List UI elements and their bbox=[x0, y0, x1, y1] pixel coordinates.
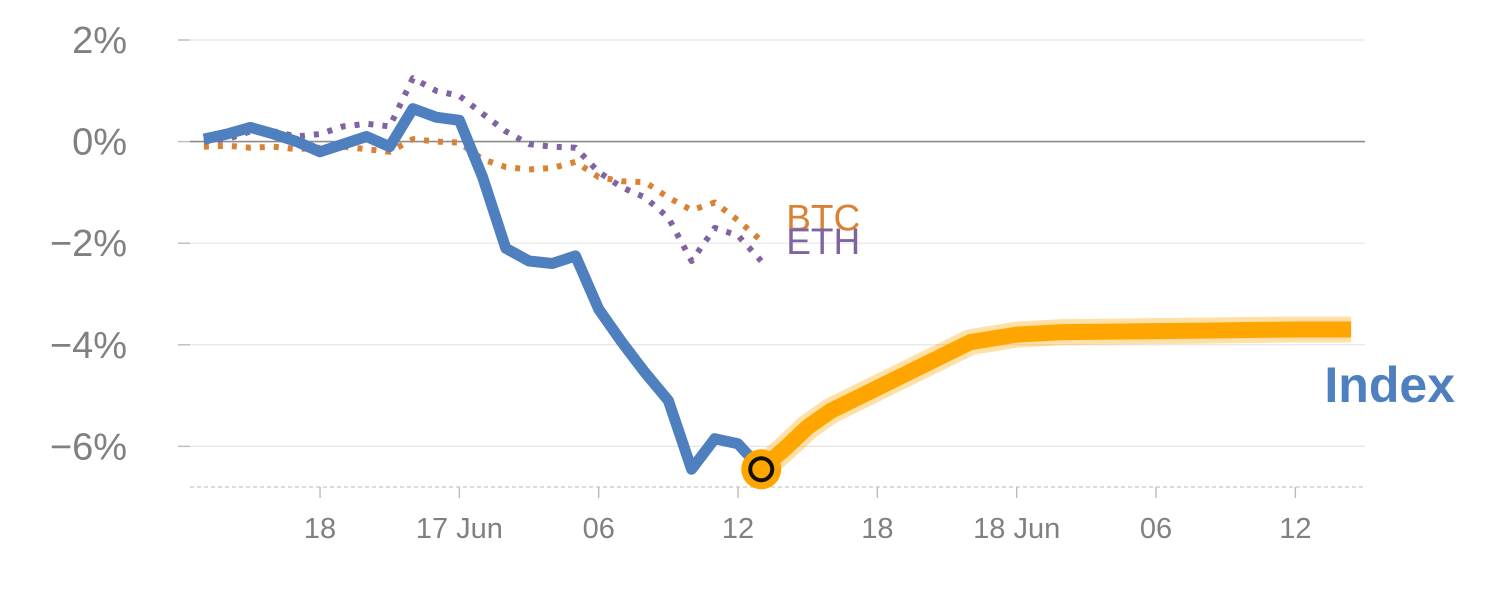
x-tick-label-1: 17 Jun bbox=[416, 513, 503, 545]
gridlines bbox=[190, 39, 1365, 447]
y-tick-label-2: −2% bbox=[50, 223, 127, 265]
series-label-btc: BTC bbox=[786, 197, 860, 238]
series-line-index-forecast bbox=[755, 321, 1352, 476]
x-tick-label-2: 06 bbox=[583, 513, 615, 545]
y-tick-label-3: −4% bbox=[50, 325, 127, 367]
series-label-index: Index bbox=[1324, 357, 1455, 413]
series-line-index bbox=[202, 103, 766, 475]
series-label-eth: ETH bbox=[786, 221, 860, 262]
y-tick-label-1: 0% bbox=[72, 122, 127, 164]
series bbox=[202, 75, 1352, 490]
current-point-marker bbox=[748, 456, 775, 483]
series-line-eth bbox=[203, 75, 764, 264]
y-tick-label-4: −6% bbox=[50, 426, 127, 468]
x-tick-label-4: 18 bbox=[861, 513, 893, 545]
x-tick-label-7: 12 bbox=[1279, 513, 1311, 545]
y-tick-label-0: 2% bbox=[72, 20, 127, 62]
x-tick-label-0: 18 bbox=[304, 513, 336, 545]
axes: 2% 0% −2% −4% −6% 18 17 Jun 06 12 18 18 Jun 06 12 bbox=[50, 20, 1365, 545]
x-tick-label-5: 18 Jun bbox=[973, 513, 1060, 545]
x-tick-label-3: 12 bbox=[722, 513, 754, 545]
x-tick-label-6: 06 bbox=[1140, 513, 1172, 545]
